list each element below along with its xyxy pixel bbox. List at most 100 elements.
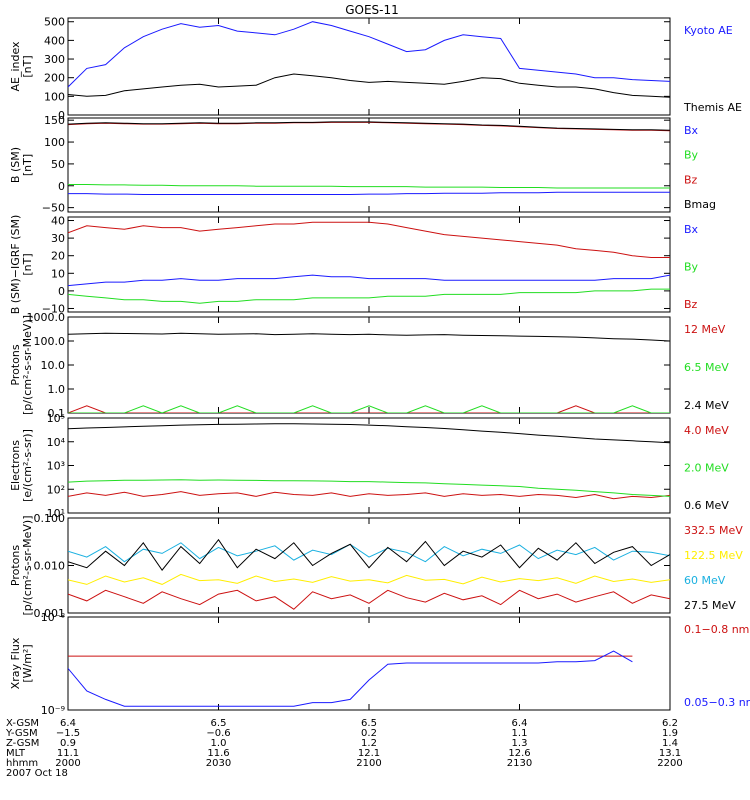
panel-1-ylabel: [nT] <box>21 55 34 77</box>
series-line-bz <box>68 221 670 258</box>
xaxis-tick-x-gsm: 6.4 <box>512 718 528 729</box>
legend-bz: Bz <box>684 298 698 311</box>
xaxis-tick-x-gsm: 6.4 <box>60 718 76 729</box>
panel-4-ytick-label: 1000.0 <box>27 311 66 324</box>
series-line-12-mev <box>68 405 670 413</box>
panel-5-ylabel: [e/(cm²-s-sr)] <box>21 429 34 502</box>
panel-7-frame <box>67 616 671 711</box>
legend-0-05-0-3-nm: 0.05−0.3 nm <box>684 696 750 709</box>
xaxis-tick-y-gsm: −1.5 <box>56 728 80 739</box>
xaxis-date: 2007 Oct 18 <box>6 768 68 779</box>
legend-6-5-mev: 6.5 MeV <box>684 361 729 374</box>
xaxis-tick-mlt: 12.6 <box>508 748 530 759</box>
legend-332-5-mev: 332.5 MeV <box>684 524 743 537</box>
series-line-6-5-mev <box>68 405 670 413</box>
xaxis-tick-z-gsm: 1.0 <box>211 738 227 749</box>
xaxis-tick-z-gsm: 1.2 <box>361 738 377 749</box>
panel-3-ytick-label: 20 <box>51 250 65 263</box>
panel-4-ylabel: [p/(cm²-s-sr-MeV)] <box>21 315 34 415</box>
legend-60-mev: 60 MeV <box>684 574 726 587</box>
chart-title: GOES-11 <box>345 3 399 17</box>
xaxis-tick-z-gsm: 0.9 <box>60 738 76 749</box>
panel-3-ytick-label: 0 <box>58 285 65 298</box>
legend-themis-ae: Themis AE <box>683 101 742 114</box>
panel-1-ytick-label: 0 <box>58 109 65 122</box>
panel-5-ylabel: Electrons <box>9 440 22 491</box>
panel-2-ytick-label: −50 <box>42 202 65 215</box>
panel-1-ytick-label: 500 <box>44 16 65 29</box>
panel-3-ylabel: B (SM)−IGRF (SM) <box>9 215 22 315</box>
panel-3-ytick-label: 30 <box>51 232 65 245</box>
series-line-bx <box>68 191 670 195</box>
panel-3-ytick-label: −10 <box>42 302 65 315</box>
panel-6-ytick-label: 0.010 <box>34 560 66 573</box>
panel-3-ytick-label: 10 <box>51 267 65 280</box>
series-line-122-5-mev <box>68 573 670 585</box>
legend-2-4-mev: 2.4 MeV <box>684 399 729 412</box>
legend-4-0-mev: 4.0 MeV <box>684 424 729 437</box>
panel-1-ytick-label: 400 <box>44 34 65 47</box>
series-line-4-0-mev <box>68 491 670 500</box>
panel-7-ytick-label: 10⁻⁸ <box>41 611 66 624</box>
series-line-60-mev <box>68 542 670 563</box>
xaxis-tick-y-gsm: −0.6 <box>206 728 230 739</box>
xaxis-tick-hhmm: 2200 <box>657 758 682 769</box>
xaxis-tick-x-gsm: 6.5 <box>361 718 377 729</box>
panel-7-ylabel: [W/m²] <box>21 644 34 682</box>
xaxis-row-label-z-gsm: Z-GSM <box>6 738 39 749</box>
xaxis-row-label-x-gsm: X-GSM <box>6 718 39 729</box>
panel-4-ytick-label: 1.0 <box>48 383 66 396</box>
panel-6-frame <box>67 517 671 614</box>
legend-kyoto-ae: Kyoto AE <box>684 24 733 37</box>
series-line-kyoto-ae <box>68 21 670 88</box>
panel-4-ytick-label: 0.1 <box>48 407 66 420</box>
panel-2-ylabel: [nT] <box>21 154 34 176</box>
xaxis-tick-y-gsm: 1.1 <box>512 728 528 739</box>
xaxis-tick-mlt: 11.6 <box>207 748 229 759</box>
panel-6-ylabel: Protons <box>9 545 22 586</box>
series-line-332-5-mev <box>68 589 670 610</box>
panel-6-ytick-label: 0.001 <box>34 607 66 620</box>
legend-by: By <box>684 261 699 274</box>
series-line-by <box>68 184 670 189</box>
panel-2-ytick-label: 0 <box>58 180 65 193</box>
xaxis-tick-x-gsm: 6.2 <box>662 718 678 729</box>
xaxis-row-label-mlt: MLT <box>6 748 26 759</box>
series-line-bx <box>68 274 670 287</box>
legend-bz: Bz <box>684 173 698 186</box>
xaxis-tick-y-gsm: 1.9 <box>662 728 678 739</box>
xaxis-tick-mlt: 13.1 <box>659 748 681 759</box>
panel-2-ytick-label: 50 <box>51 158 65 171</box>
panel-1-ytick-label: 100 <box>44 90 65 103</box>
panel-1-ytick-label: 300 <box>44 53 65 66</box>
series-line-by <box>68 288 670 304</box>
panel-6-ytick-label: 0.100 <box>34 512 66 525</box>
xaxis-tick-mlt: 12.1 <box>358 748 380 759</box>
legend-bx: Bx <box>684 124 699 137</box>
xaxis-tick-z-gsm: 1.4 <box>662 738 678 749</box>
legend-2-0-mev: 2.0 MeV <box>684 462 729 475</box>
legend-0-1-0-8-nm: 0.1−0.8 nm <box>684 623 749 636</box>
panel-5-ytick-label: 10⁵ <box>47 412 65 425</box>
panel-5-frame <box>67 417 671 514</box>
series-line-27-5-mev <box>68 538 670 571</box>
panel-5-ytick-label: 10⁴ <box>47 436 66 449</box>
xaxis-tick-z-gsm: 1.3 <box>512 738 528 749</box>
panel-3-ytick-label: 40 <box>51 215 65 228</box>
series-line-2-4-mev <box>68 332 670 342</box>
legend-12-mev: 12 MeV <box>684 323 726 336</box>
legend-0-6-mev: 0.6 MeV <box>684 499 729 512</box>
panel-1-ytick-label: 200 <box>44 72 65 85</box>
xaxis-tick-x-gsm: 6.5 <box>211 718 227 729</box>
series-line-2-0-mev <box>68 479 670 497</box>
panel-7-ytick-label: 10⁻⁹ <box>41 704 65 717</box>
panel-4-frame <box>67 316 671 414</box>
panel-4-ytick-label: 10.0 <box>41 359 66 372</box>
xaxis-tick-hhmm: 2100 <box>356 758 381 769</box>
xaxis-row-label-hhmm: hhmm <box>6 758 38 769</box>
panel-2-ytick-label: 150 <box>44 114 65 127</box>
panel-2-frame <box>67 117 671 213</box>
panel-3-ylabel: [nT] <box>21 253 34 275</box>
panel-2-ytick-label: 100 <box>44 136 65 149</box>
